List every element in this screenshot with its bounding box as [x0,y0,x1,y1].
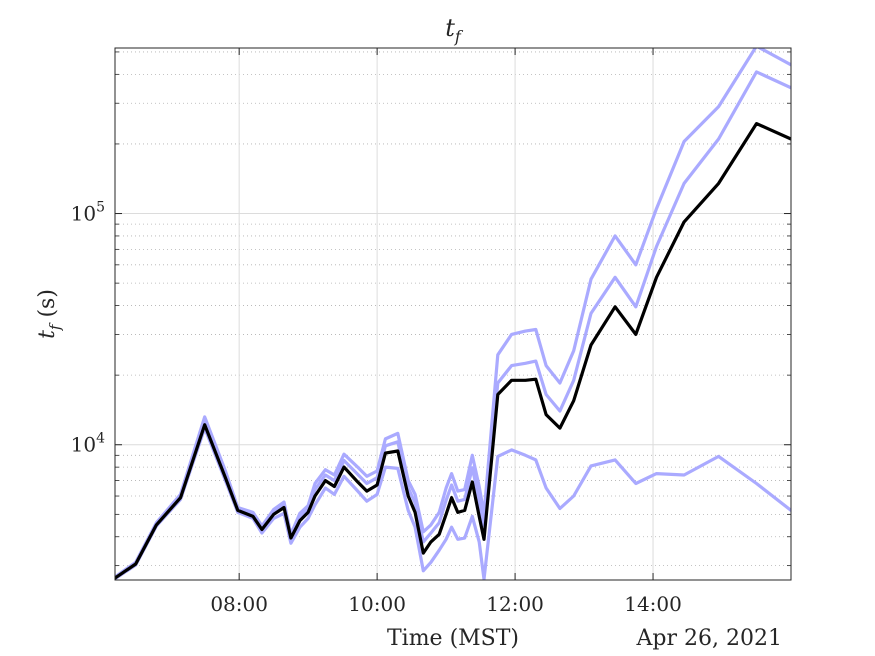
grid-lines [115,48,791,580]
chart-title: tf [445,14,464,46]
series-line-band-lower [115,426,791,580]
chart-title-subscript: f [454,27,464,46]
x-tick-label: 10:00 [348,592,406,616]
y-tick-label: 104 [71,431,105,457]
x-tick-label: 14:00 [624,592,682,616]
tick-labels: 104 105 08:00 10:00 12:00 14:00 [71,200,682,616]
x-tick-label: 08:00 [210,592,268,616]
y-axis-label-main: t [35,330,60,339]
y-tick-label: 105 [71,200,105,226]
x-axis-label: Time (MST) [387,626,519,651]
date-label: Apr 26, 2021 [636,626,782,651]
x-tick-label: 12:00 [486,592,544,616]
tick-marks [115,48,791,580]
chart-title-main: t [445,14,455,42]
series-line-main [115,121,791,580]
y-axis-label: tf (s) [35,289,64,339]
y-axis-label-unit: (s) [35,289,60,324]
series-lines [115,48,791,580]
y-axis-label-subscript: f [46,322,64,331]
axes-box [114,47,792,581]
